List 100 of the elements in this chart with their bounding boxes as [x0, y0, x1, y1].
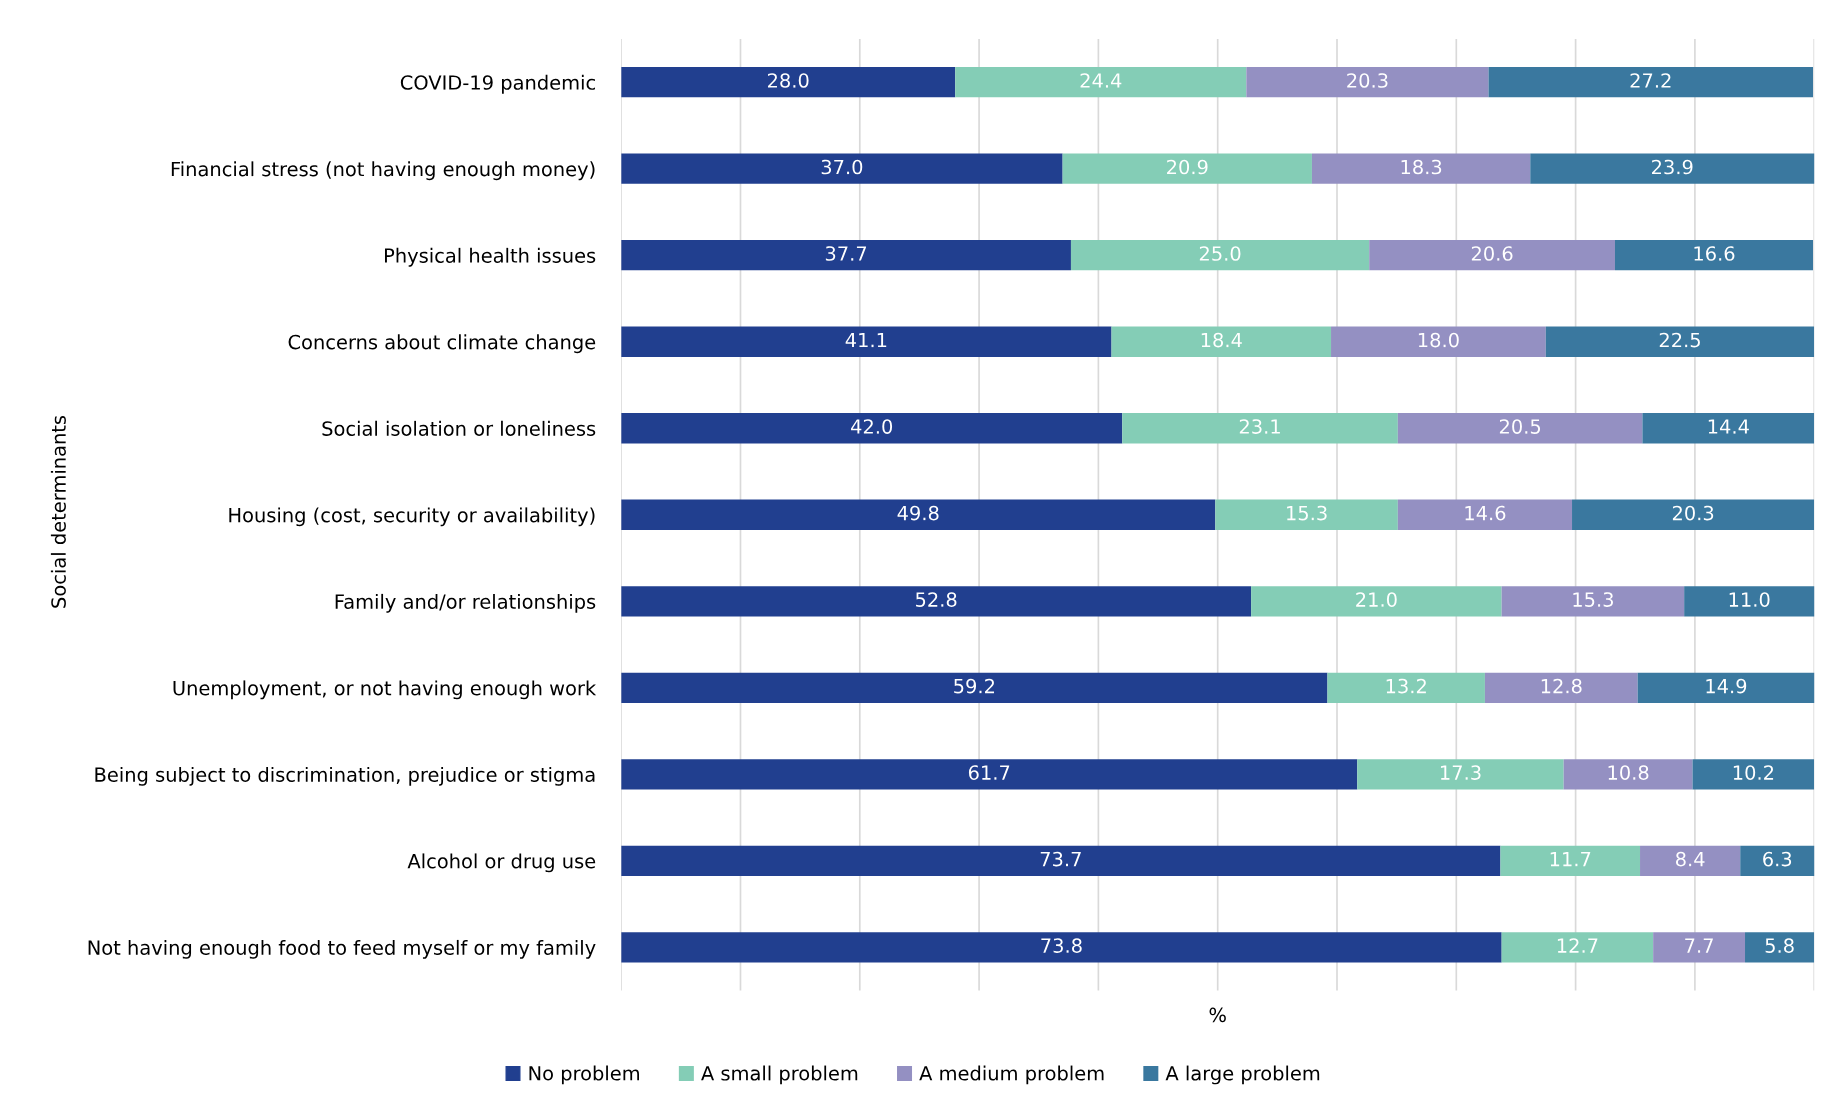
bar	[1488, 67, 1814, 98]
y-axis-title: Social determinants	[50, 415, 66, 608]
bar	[621, 67, 956, 98]
bar	[1484, 672, 1638, 703]
bar	[1331, 326, 1546, 357]
data-label: 20.9	[1167, 159, 1208, 175]
data-label: 25.0	[1199, 246, 1241, 261]
y-tick-label: COVID-19 pandemic	[400, 74, 595, 94]
bar	[621, 932, 1502, 963]
bar	[955, 67, 1247, 98]
data-label: 18.0	[1418, 332, 1459, 348]
data-label: 12.8	[1541, 678, 1582, 694]
y-tick-label: Not having enough food to feed myself or my family	[88, 939, 596, 959]
data-label: 41.1	[845, 332, 887, 348]
bar	[1692, 759, 1815, 790]
y-tick-label: Alcohol or drug use	[407, 853, 596, 873]
y-tick-label: Physical health issues	[385, 247, 596, 267]
bar	[1251, 586, 1502, 617]
data-label: 52.8	[915, 592, 957, 607]
data-label: 15.3	[1573, 592, 1613, 607]
data-label: 23.1	[1239, 419, 1280, 434]
bar	[1397, 499, 1573, 530]
bar	[621, 153, 1063, 184]
bar	[1397, 413, 1643, 444]
legend-label: No problem	[529, 1065, 639, 1085]
data-label: 20.5	[1499, 419, 1541, 434]
data-label: 7.7	[1685, 938, 1713, 953]
bar	[1357, 759, 1564, 790]
data-label: 17.3	[1440, 765, 1481, 780]
bar	[1311, 153, 1531, 184]
data-label: 42.0	[851, 419, 893, 434]
data-label: 18.3	[1401, 159, 1442, 175]
y-tick-label: Being subject to discrimination, prejudice or stigma	[95, 766, 595, 786]
data-label: 37.7	[825, 246, 867, 261]
bar	[1740, 845, 1815, 876]
data-label: 10.8	[1608, 765, 1649, 780]
data-label: 11.7	[1550, 851, 1591, 867]
x-axis-title: %	[1209, 1007, 1226, 1023]
data-label: 61.7	[968, 765, 1010, 780]
bar	[1563, 759, 1693, 790]
bar	[1062, 153, 1312, 184]
data-label: 14.6	[1465, 505, 1506, 521]
bar	[621, 326, 1112, 357]
bar	[1501, 932, 1654, 963]
bar	[1684, 586, 1815, 617]
legend-label: A medium problem	[919, 1065, 1104, 1085]
bar	[621, 413, 1123, 444]
data-label: 28.0	[767, 73, 809, 88]
data-label: 49.8	[897, 505, 939, 521]
data-label: 73.7	[1040, 851, 1081, 867]
data-label: 10.2	[1733, 765, 1774, 780]
bar	[621, 586, 1252, 617]
data-label: 15.3	[1287, 505, 1327, 521]
data-label: 23.9	[1652, 159, 1693, 175]
bar	[621, 759, 1358, 790]
data-label: 73.8	[1041, 938, 1082, 953]
y-tick-label: Housing (cost, security or availability)	[229, 507, 595, 527]
data-label: 8.4	[1675, 851, 1705, 867]
bar	[1545, 326, 1815, 357]
bar	[1637, 672, 1815, 703]
data-label: 12.7	[1557, 938, 1598, 953]
bar	[1327, 672, 1485, 703]
bar	[1642, 413, 1815, 444]
bar	[1745, 932, 1815, 963]
bar	[1070, 240, 1370, 271]
data-label: 14.9	[1706, 678, 1747, 694]
bar	[1653, 932, 1746, 963]
bar	[1501, 586, 1685, 617]
data-label: 14.4	[1708, 419, 1749, 434]
bar	[1500, 845, 1641, 876]
data-label: 18.4	[1201, 332, 1242, 348]
data-label: 21.0	[1356, 592, 1397, 607]
data-label: 16.6	[1694, 246, 1735, 261]
data-label: 13.2	[1386, 678, 1426, 694]
bar	[1530, 153, 1815, 184]
y-tick-label: Financial stress (not having enough money)	[171, 161, 595, 181]
legend-label: A small problem	[701, 1065, 858, 1085]
bar	[621, 499, 1216, 530]
data-label: 59.2	[954, 678, 995, 694]
data-label: 22.5	[1659, 332, 1700, 348]
data-label: 27.2	[1630, 73, 1671, 88]
data-label: 20.6	[1471, 246, 1513, 261]
bar	[1246, 67, 1489, 98]
bar	[1369, 240, 1615, 271]
bar	[1111, 326, 1332, 357]
y-tick-label: Unemployment, or not having enough work	[173, 680, 597, 700]
data-label: 6.3	[1763, 851, 1792, 867]
data-label: 24.4	[1080, 73, 1122, 88]
bar	[1572, 499, 1815, 530]
y-tick-label: Concerns about climate change	[288, 334, 596, 354]
bar	[1122, 413, 1398, 444]
bar	[621, 240, 1071, 271]
y-tick-label: Social isolation or loneliness	[322, 420, 596, 436]
data-label: 20.3	[1347, 73, 1388, 88]
y-tick-label: Family and/or relationships	[335, 593, 596, 613]
legend-label: A large problem	[1165, 1065, 1320, 1085]
data-label: 37.0	[821, 159, 863, 175]
bar	[621, 845, 1501, 876]
data-label: 5.8	[1765, 938, 1794, 953]
bar	[621, 672, 1328, 703]
